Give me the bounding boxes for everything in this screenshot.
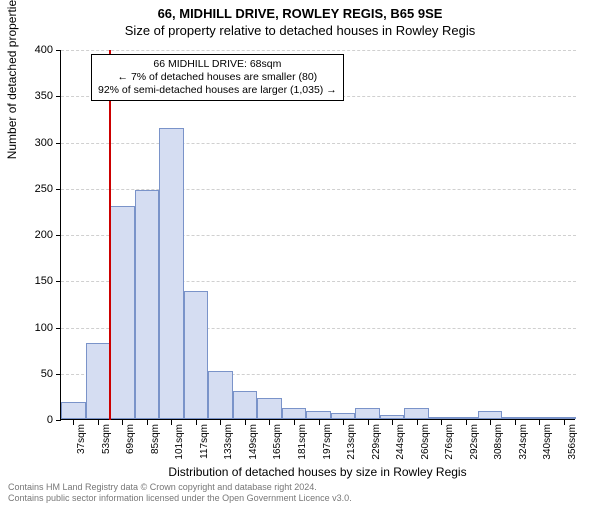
annotation-line: 66 MIDHILL DRIVE: 68sqm: [98, 58, 337, 71]
histogram-bar: [453, 417, 478, 419]
y-tick-label: 0: [23, 414, 53, 426]
y-tick-label: 300: [23, 137, 53, 149]
footer-line-2: Contains public sector information licen…: [8, 493, 352, 504]
x-tick-mark: [171, 420, 172, 425]
histogram-bar: [551, 417, 576, 419]
x-tick-mark: [122, 420, 123, 425]
histogram-bar: [233, 391, 258, 419]
histogram-bar: [478, 411, 503, 419]
y-tick-label: 400: [23, 44, 53, 56]
x-tick-mark: [564, 420, 565, 425]
x-tick-mark: [294, 420, 295, 425]
x-tick-mark: [343, 420, 344, 425]
x-axis-label: Distribution of detached houses by size …: [60, 465, 575, 479]
annotation-box: 66 MIDHILL DRIVE: 68sqm← 7% of detached …: [91, 54, 344, 101]
histogram-bar: [527, 417, 552, 419]
y-tick-mark: [56, 420, 61, 421]
y-tick-label: 150: [23, 275, 53, 287]
y-tick-label: 50: [23, 368, 53, 380]
x-tick-mark: [220, 420, 221, 425]
histogram-bar: [306, 411, 331, 419]
x-tick-mark: [539, 420, 540, 425]
page-title: 66, MIDHILL DRIVE, ROWLEY REGIS, B65 9SE: [0, 6, 600, 21]
histogram-bar: [429, 417, 454, 419]
y-tick-label: 350: [23, 90, 53, 102]
histogram-bar: [110, 206, 135, 419]
x-tick-mark: [515, 420, 516, 425]
histogram-bar: [135, 190, 160, 419]
y-axis-label: Number of detached properties: [5, 0, 19, 159]
x-tick-mark: [417, 420, 418, 425]
histogram-bar: [331, 413, 356, 419]
y-tick-mark: [56, 374, 61, 375]
x-tick-mark: [147, 420, 148, 425]
histogram-bar: [159, 128, 184, 419]
y-tick-mark: [56, 189, 61, 190]
y-tick-label: 200: [23, 229, 53, 241]
x-tick-mark: [441, 420, 442, 425]
grid-line: [61, 143, 576, 144]
y-tick-mark: [56, 143, 61, 144]
x-tick-mark: [319, 420, 320, 425]
histogram-bar: [404, 408, 429, 419]
x-tick-mark: [196, 420, 197, 425]
histogram-chart: 05010015020025030035040037sqm53sqm69sqm8…: [60, 50, 575, 420]
footer-line-1: Contains HM Land Registry data © Crown c…: [8, 482, 352, 493]
histogram-bar: [282, 408, 307, 419]
y-tick-label: 250: [23, 183, 53, 195]
x-tick-mark: [368, 420, 369, 425]
x-tick-mark: [98, 420, 99, 425]
annotation-line: ← 7% of detached houses are smaller (80): [98, 71, 337, 84]
x-tick-mark: [392, 420, 393, 425]
histogram-bar: [61, 402, 86, 419]
histogram-bar: [502, 417, 527, 419]
y-tick-mark: [56, 328, 61, 329]
x-tick-mark: [466, 420, 467, 425]
x-tick-mark: [245, 420, 246, 425]
histogram-bar: [208, 371, 233, 419]
annotation-line: 92% of semi-detached houses are larger (…: [98, 84, 337, 97]
page-subtitle: Size of property relative to detached ho…: [0, 23, 600, 38]
histogram-bar: [380, 415, 405, 419]
y-tick-mark: [56, 96, 61, 97]
x-tick-mark: [490, 420, 491, 425]
y-tick-mark: [56, 235, 61, 236]
y-tick-label: 100: [23, 322, 53, 334]
x-tick-mark: [73, 420, 74, 425]
histogram-bar: [184, 291, 209, 419]
reference-line: [109, 50, 111, 420]
y-tick-mark: [56, 50, 61, 51]
y-tick-mark: [56, 281, 61, 282]
histogram-bar: [355, 408, 380, 419]
x-tick-mark: [269, 420, 270, 425]
histogram-bar: [86, 343, 111, 419]
footer-attribution: Contains HM Land Registry data © Crown c…: [8, 482, 352, 504]
grid-line: [61, 50, 576, 51]
plot-area: 05010015020025030035040037sqm53sqm69sqm8…: [60, 50, 575, 420]
histogram-bar: [257, 398, 282, 419]
